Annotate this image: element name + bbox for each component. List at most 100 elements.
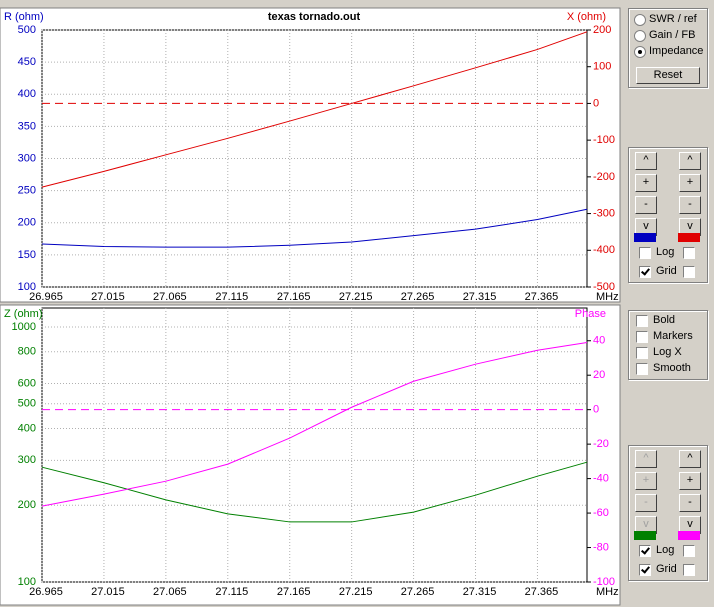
x-tick-label: 27.265 — [401, 586, 435, 598]
options-group — [628, 310, 708, 380]
axis-button[interactable]: + — [679, 174, 701, 192]
x-tick-label: 27.315 — [463, 291, 497, 303]
x-tick-label: 27.365 — [525, 291, 559, 303]
y2-tick-label: -200 — [593, 171, 615, 183]
x-axis-label: MHz — [596, 291, 619, 303]
x-tick-label: 27.165 — [277, 586, 311, 598]
radio-button[interactable] — [634, 30, 646, 42]
option-label: Markers — [653, 330, 693, 342]
axis-button[interactable]: + — [679, 472, 701, 490]
y-axis-label: R (ohm) — [4, 11, 44, 23]
series-color — [634, 233, 656, 242]
charts: texas tornado.out R (ohm) X (ohm) MHz 100 150… — [0, 7, 621, 606]
y2-tick-label: 100 — [593, 61, 611, 73]
y2-tick-label: 20 — [593, 369, 605, 381]
chart-title: texas tornado.out — [268, 11, 361, 23]
series-line — [41, 461, 588, 523]
series-color — [678, 233, 700, 242]
x-axis-label: MHz — [596, 586, 619, 598]
radio-label: SWR / ref — [649, 13, 697, 25]
log-checkbox[interactable] — [683, 247, 695, 259]
axis-button[interactable]: - — [679, 494, 701, 512]
y-tick-label: 200 — [18, 499, 36, 511]
y-tick-label: 100 — [18, 281, 36, 293]
y2-axis-label: Phase — [575, 308, 606, 320]
y2-tick-label: -20 — [593, 438, 609, 450]
axis-control-group — [628, 445, 708, 581]
axis-button[interactable]: ^ — [679, 152, 701, 170]
radio-label: Impedance — [649, 45, 704, 57]
log-checkbox[interactable] — [639, 247, 651, 259]
y2-tick-label: -400 — [593, 244, 615, 256]
y2-tick-label: -40 — [593, 473, 609, 485]
grid-label: Grid — [656, 265, 677, 277]
y2-tick-label: 200 — [593, 24, 611, 36]
log-checkbox[interactable] — [639, 545, 651, 557]
x-tick-label: 27.365 — [525, 586, 559, 598]
radio-label: Gain / FB — [649, 29, 696, 41]
axis-button[interactable]: v — [679, 218, 701, 236]
y2-tick-label: -300 — [593, 207, 615, 219]
y2-tick-label: -500 — [593, 281, 615, 293]
log-label: Log — [656, 544, 675, 556]
x-tick-label: 26.965 — [29, 586, 63, 598]
radio-button[interactable] — [634, 46, 646, 58]
axis-button[interactable]: + — [635, 174, 657, 192]
log-checkbox[interactable] — [683, 545, 695, 557]
option-checkbox[interactable] — [636, 347, 648, 359]
grid-checkbox[interactable] — [639, 564, 651, 576]
option-label: Smooth — [653, 362, 691, 374]
y2-tick-label: -100 — [593, 134, 615, 146]
x-tick-label: 27.265 — [401, 291, 435, 303]
y-tick-label: 500 — [18, 24, 36, 36]
grid-checkbox[interactable] — [639, 266, 651, 278]
axis-button[interactable]: - — [635, 196, 657, 214]
x-tick-label: 27.115 — [215, 586, 248, 598]
x-tick-label: 27.315 — [463, 586, 497, 598]
plot-area — [41, 307, 588, 583]
y2-tick-label: 0 — [593, 97, 599, 109]
y2-tick-label: -60 — [593, 507, 609, 519]
x-tick-label: 27.065 — [153, 291, 187, 303]
y-tick-label: 200 — [18, 217, 36, 229]
option-checkbox[interactable] — [636, 331, 648, 343]
grid-checkbox[interactable] — [683, 266, 695, 278]
y-tick-label: 1000 — [12, 321, 36, 333]
option-label: Bold — [653, 314, 676, 326]
x-tick-label: 27.015 — [91, 291, 125, 303]
x-tick-label: 27.115 — [215, 291, 248, 303]
series-line — [41, 208, 588, 248]
axis-button: + — [635, 472, 657, 490]
y-tick-label: 300 — [18, 454, 36, 466]
series-line — [41, 341, 588, 507]
y-axis-label: Z (ohm) — [4, 308, 43, 320]
y-tick-label: 400 — [18, 422, 36, 434]
y2-axis-label: X (ohm) — [567, 11, 606, 23]
option-checkbox[interactable] — [636, 363, 648, 375]
x-tick-label: 27.015 — [91, 586, 125, 598]
axis-button[interactable]: ^ — [679, 450, 701, 468]
x-tick-label: 27.065 — [153, 586, 187, 598]
y-tick-label: 300 — [18, 152, 36, 164]
option-label: Log X — [653, 346, 682, 358]
y-tick-label: 150 — [18, 249, 36, 261]
y2-tick-label: 0 — [593, 404, 599, 416]
y-tick-label: 600 — [18, 377, 36, 389]
x-tick-label: 27.165 — [277, 291, 311, 303]
y2-tick-label: -80 — [593, 541, 609, 553]
reset-button[interactable]: Reset — [636, 67, 700, 84]
x-tick-label: 27.215 — [339, 586, 373, 598]
axis-button[interactable]: ^ — [635, 152, 657, 170]
y-tick-label: 400 — [18, 88, 36, 100]
axis-button: ^ — [635, 450, 657, 468]
radio-button[interactable] — [634, 14, 646, 26]
y-tick-label: 800 — [18, 346, 36, 358]
axis-button[interactable]: - — [679, 196, 701, 214]
y-tick-label: 250 — [18, 185, 36, 197]
grid-checkbox[interactable] — [683, 564, 695, 576]
axis-button: - — [635, 494, 657, 512]
series-color — [678, 531, 700, 540]
y-tick-label: 350 — [18, 120, 36, 132]
option-checkbox[interactable] — [636, 315, 648, 327]
